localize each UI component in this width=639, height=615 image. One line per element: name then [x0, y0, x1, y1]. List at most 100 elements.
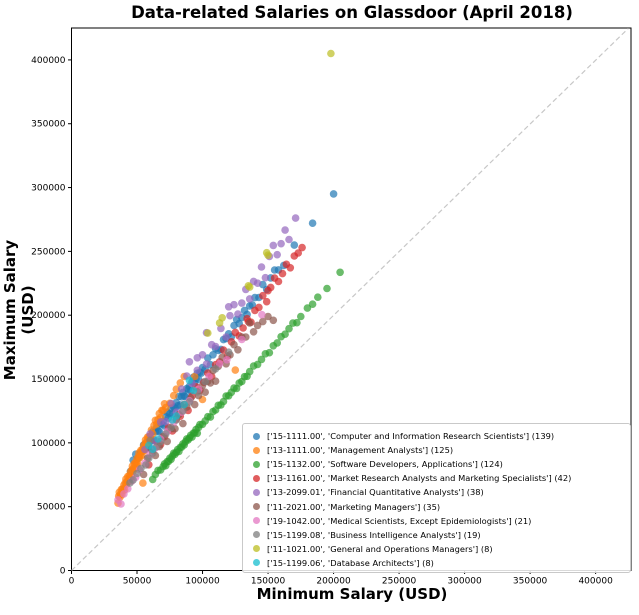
point-marketing-managers: [264, 312, 272, 321]
y-tick-label: 300000: [31, 184, 66, 194]
point-marketing-managers: [201, 388, 209, 397]
x-tick-label: 100000: [185, 577, 220, 587]
point-financial-quantitative-analysts: [193, 366, 202, 375]
point-financial-quantitative-analysts: [211, 342, 220, 351]
point-financial-quantitative-analysts: [277, 239, 285, 248]
legend-marker-financial-quantitative-analysts: [253, 488, 260, 496]
point-marketing-managers: [269, 316, 278, 325]
point-software-developers: [273, 339, 282, 347]
point-database-architects: [185, 376, 194, 385]
point-financial-quantitative-analysts: [291, 214, 300, 222]
point-financial-quantitative-analysts: [257, 263, 266, 271]
point-software-developers: [245, 367, 254, 376]
point-general-operations-managers: [218, 314, 226, 322]
legend: ['15-1111.00', 'Computer and Information…: [242, 423, 631, 573]
point-financial-quantitative-analysts: [285, 235, 293, 244]
point-marketing-managers: [234, 346, 242, 354]
point-market-research-analysts: [294, 249, 303, 257]
legend-label-software-developers: ['15-1132.00', 'Software Developers, App…: [267, 459, 503, 470]
point-research-scientists: [290, 241, 299, 249]
y-axis-label: Maximum Salary (USD): [1, 239, 37, 381]
point-market-research-analysts: [239, 324, 247, 332]
legend-label-business-intelligence-analysts: ['15-1199.08', 'Business Intelligence An…: [267, 529, 481, 540]
point-management-analysts: [190, 372, 199, 381]
legend-row-market-research-analysts: ['13-1161.00', 'Market Research Analysts…: [250, 471, 630, 485]
point-management-analysts: [231, 366, 240, 374]
x-tick-label: 0: [69, 577, 75, 587]
legend-marker-market-research-analysts: [253, 474, 260, 482]
legend-marker-software-developers: [253, 460, 260, 468]
point-financial-quantitative-analysts: [224, 303, 233, 311]
legend-marker-research-scientists: [253, 432, 260, 440]
point-marketing-managers: [245, 319, 254, 327]
x-tick-label: 350000: [513, 577, 548, 587]
diagonal-reference-line: [71, 27, 629, 571]
point-management-analysts: [139, 479, 147, 487]
y-tick-label: 400000: [31, 56, 66, 66]
point-research-scientists: [209, 351, 217, 359]
point-financial-quantitative-analysts: [202, 360, 211, 368]
point-market-research-analysts: [286, 264, 295, 272]
legend-label-general-operations-managers: ['11-1021.00', 'General and Operations M…: [267, 543, 493, 554]
legend-row-general-operations-managers: ['11-1021.00', 'General and Operations M…: [250, 542, 630, 556]
point-medical-scientists: [117, 500, 125, 508]
legend-row-research-scientists: ['15-1111.00', 'Computer and Information…: [250, 429, 630, 443]
point-medical-scientists: [258, 310, 266, 319]
point-software-developers: [303, 304, 312, 312]
point-management-analysts: [169, 391, 178, 400]
point-market-research-analysts: [274, 277, 283, 286]
point-management-analysts: [176, 379, 185, 387]
point-medical-scientists: [124, 485, 132, 493]
point-general-operations-managers: [327, 49, 335, 58]
point-database-architects: [148, 445, 157, 454]
x-tick-label: 150000: [251, 577, 286, 587]
point-marketing-managers: [249, 328, 258, 336]
legend-row-marketing-managers: ['11-2021.00', 'Marketing Managers'] (35…: [250, 499, 630, 513]
x-tick-label: 200000: [316, 577, 351, 587]
legend-marker-general-operations-managers: [253, 545, 260, 553]
point-financial-quantitative-analysts: [177, 385, 186, 393]
legend-label-research-scientists: ['15-1111.00', 'Computer and Information…: [267, 431, 555, 442]
point-financial-quantitative-analysts: [226, 311, 234, 320]
legend-marker-management-analysts: [253, 446, 260, 454]
point-financial-quantitative-analysts: [146, 430, 154, 438]
y-tick-label: 150000: [31, 375, 66, 385]
point-database-architects: [180, 400, 188, 409]
point-financial-quantitative-analysts: [281, 226, 289, 234]
legend-marker-medical-scientists: [253, 517, 260, 525]
point-financial-quantitative-analysts: [222, 333, 230, 341]
point-financial-quantitative-analysts: [185, 358, 194, 366]
point-market-research-analysts: [298, 243, 306, 252]
point-marketing-managers: [253, 321, 262, 330]
point-financial-quantitative-analysts: [269, 241, 278, 250]
point-market-research-analysts: [278, 269, 287, 278]
x-tick-label: 250000: [382, 577, 417, 587]
point-business-intelligence-analysts: [201, 377, 209, 386]
point-financial-quantitative-analysts: [253, 279, 262, 288]
point-financial-quantitative-analysts: [193, 354, 202, 362]
y-tick-label: 50000: [37, 503, 66, 513]
x-tick-label: 400000: [578, 577, 613, 587]
point-market-research-analysts: [264, 286, 272, 295]
legend-label-market-research-analysts: ['13-1161.00', 'Market Research Analysts…: [267, 473, 572, 484]
legend-row-software-developers: ['15-1132.00', 'Software Developers, App…: [250, 457, 630, 471]
point-market-research-analysts: [255, 303, 263, 312]
point-software-developers: [281, 330, 289, 339]
x-axis-label: Minimum Salary (USD): [256, 585, 448, 603]
point-marketing-managers: [179, 419, 187, 428]
point-general-operations-managers: [204, 329, 212, 337]
y-tick-label: 350000: [31, 120, 66, 130]
point-research-scientists: [308, 219, 317, 227]
point-software-developers: [265, 348, 274, 357]
legend-row-financial-quantitative-analysts: ['13-2099.01', 'Financial Quantitative A…: [250, 485, 630, 499]
point-software-developers: [297, 312, 305, 321]
legend-row-database-architects: ['15-1199.06', 'Database Architects'] (8…: [250, 556, 630, 570]
point-financial-quantitative-analysts: [261, 273, 270, 282]
legend-marker-marketing-managers: [253, 503, 260, 511]
point-business-intelligence-analysts: [179, 407, 187, 415]
point-marketing-managers: [259, 317, 267, 326]
legend-label-database-architects: ['15-1199.06', 'Database Architects'] (8…: [267, 557, 434, 568]
point-software-developers: [293, 318, 301, 327]
point-business-intelligence-analysts: [142, 461, 150, 469]
